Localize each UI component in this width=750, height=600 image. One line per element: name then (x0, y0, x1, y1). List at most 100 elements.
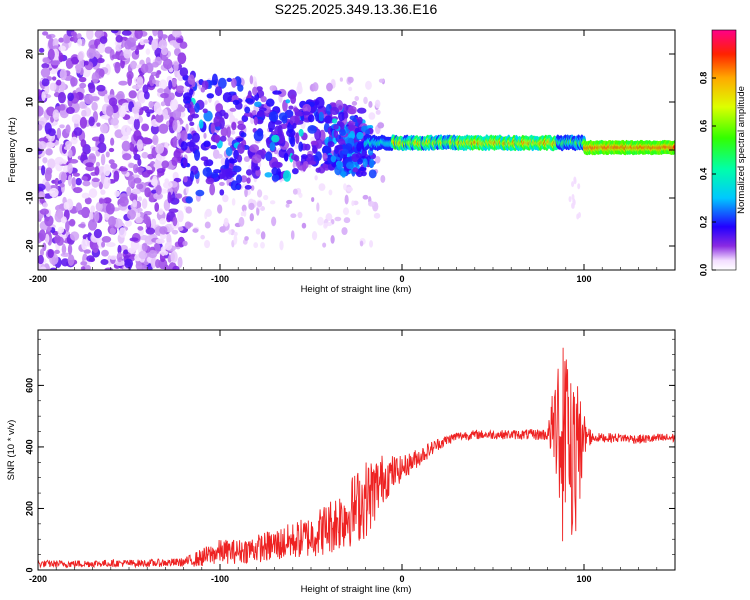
colorbar-tick-label: 0.4 (698, 168, 708, 181)
spectrogram-cell (67, 244, 73, 255)
spectrogram-cell (78, 223, 86, 228)
spectrogram-cell (289, 135, 296, 148)
spectrogram-cell (141, 151, 149, 159)
spectrogram-cell (114, 259, 125, 267)
spectrogram-cell (297, 165, 307, 171)
spectrogram-cell (158, 258, 168, 270)
spectrogram-cell (240, 211, 245, 217)
spectrogram-cell (128, 90, 137, 99)
spectrogram-cell (108, 215, 116, 227)
spectrogram-cell (38, 183, 46, 191)
spectrogram-cell (339, 129, 346, 136)
spectrogram-cell (116, 252, 123, 263)
spectrogram-cell (195, 189, 205, 197)
spectrogram-cell (176, 85, 185, 94)
spectrogram-cell (330, 155, 337, 163)
spectrogram-cell (246, 177, 251, 184)
spectrogram-cell (380, 175, 386, 183)
spectrogram-cell (100, 189, 106, 195)
spectrogram-cell (38, 191, 46, 199)
spectrogram-cell (60, 216, 67, 224)
spectrogram-cell (167, 191, 172, 204)
spectrogram-cell (86, 48, 96, 59)
spectrogram-cell (50, 69, 57, 75)
spectrogram-cell (204, 239, 211, 249)
spectrogram-heatmap (38, 30, 675, 270)
spectrogram-cell (333, 129, 339, 139)
spectrogram-cell (271, 167, 279, 176)
spectrogram-cell (254, 165, 261, 171)
spectrogram-cell (97, 43, 106, 54)
snr-xtick-label: 0 (399, 574, 404, 584)
spectrogram-cell (47, 158, 56, 169)
spectrogram-cell (134, 48, 140, 55)
spectrogram-cell (363, 96, 368, 105)
spectrogram-cell (248, 202, 255, 211)
spectrogram-cell (117, 244, 122, 255)
spectrogram-cell (322, 152, 328, 160)
spectrogram-cell (123, 49, 131, 59)
spectrogram-cell (351, 101, 358, 106)
spectrogram-cell (123, 249, 129, 255)
spectrogram-cell (38, 137, 49, 143)
spectrogram-cell (240, 132, 247, 138)
spectrogram-cell (168, 92, 175, 101)
spectrogram-cell (77, 51, 84, 62)
spectrogram-cell (185, 196, 193, 204)
spectrogram-cell (136, 183, 144, 190)
snr-ytick-label: 0 (24, 567, 34, 572)
spectrogram-cell (314, 96, 325, 109)
spectrogram-cell (67, 254, 75, 266)
spectrogram-cell (81, 192, 90, 199)
snr-xlabel: Height of straight line (km) (301, 584, 412, 595)
spectrogram-cell (307, 124, 317, 134)
spectrogram-cell (77, 38, 83, 47)
spectrogram-cell (233, 234, 238, 245)
spectrogram-cell (159, 226, 168, 235)
spectrogram-cell (577, 211, 581, 218)
spectrogram-cell (162, 181, 173, 189)
spectrogram-cell (75, 202, 83, 213)
spectrogram-cell (202, 167, 213, 177)
spectrogram-cell (281, 115, 288, 124)
spectrogram-cell (147, 250, 158, 259)
spectrogram-cell (244, 184, 252, 190)
snr-xtick-label: -100 (211, 574, 229, 584)
spectrogram-cell (290, 94, 297, 105)
spectrogram-cell (131, 106, 139, 114)
spectrogram-cell (170, 98, 179, 111)
spectrogram-cell (230, 130, 236, 135)
spectrogram-cell (374, 99, 381, 109)
spectrogram-cell (133, 129, 142, 142)
colorbar-label: Normalized spectral amplitude (736, 86, 747, 214)
spectrogram-cell (75, 177, 82, 186)
spectrogram-cell (272, 90, 282, 95)
spectrogram-cell (176, 38, 184, 44)
spectrogram-cell (171, 229, 179, 235)
spectrogram-cell (249, 75, 254, 85)
spectrogram-cell (118, 196, 129, 207)
spectrogram-cell (308, 160, 317, 165)
spectrogram-cell (76, 33, 82, 40)
spectrogram-cell (38, 124, 43, 131)
snr-ticks: -200 -100 0 100 0 200 400 600 (24, 330, 676, 584)
spectrogram-cell (70, 31, 77, 37)
spectrogram-cell (55, 204, 65, 212)
spectrogram-cell (339, 77, 343, 82)
spectrogram-cell (96, 142, 107, 154)
spectrogram-cell (156, 168, 166, 174)
spectrogram-cell (125, 219, 132, 227)
spectrogram-cell (137, 196, 143, 202)
spectrogram-cell (119, 244, 128, 251)
spectrogram-cell (49, 82, 57, 92)
spectrogram-cell (351, 200, 355, 207)
spectrogram-cell (249, 144, 260, 153)
spectrogram-cell (177, 256, 183, 268)
spectrogram-cell (369, 240, 374, 248)
spectrogram-cell (271, 216, 277, 227)
spectrogram-cell (168, 79, 173, 90)
spectrogram-cell (189, 139, 195, 152)
spectrogram-cell (113, 170, 120, 182)
snr-series-line (38, 347, 675, 569)
spectrogram-cell (163, 108, 169, 121)
